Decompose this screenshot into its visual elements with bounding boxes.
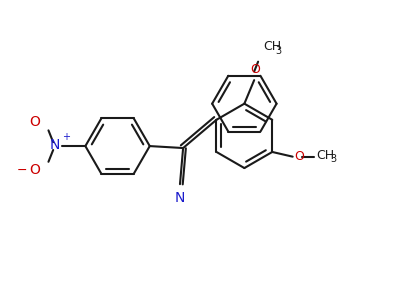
Text: CH: CH [263,40,281,52]
Text: CH: CH [316,148,334,162]
Text: O: O [29,164,40,177]
Text: N: N [50,137,60,152]
Text: N: N [174,191,185,205]
Text: O: O [29,115,40,129]
Text: −: − [17,164,28,177]
Text: O: O [294,150,304,163]
Text: O: O [250,63,260,76]
Text: 3: 3 [330,154,336,164]
Text: +: + [62,132,70,142]
Text: 3: 3 [276,46,282,56]
